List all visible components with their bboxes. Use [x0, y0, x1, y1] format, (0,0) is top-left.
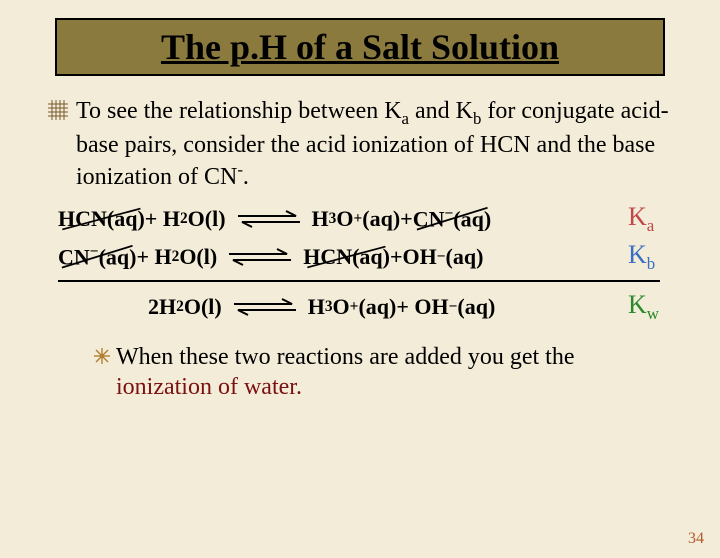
txt: (aq)	[362, 206, 400, 232]
txt: 2	[180, 210, 188, 228]
txt: (aq)	[352, 244, 390, 269]
kb-label: Kb	[628, 240, 672, 274]
txt: HCN	[58, 206, 107, 231]
title-box: The p.H of a Salt Solution	[55, 18, 665, 76]
txt: (aq)	[453, 206, 491, 231]
sub-bullet-text: When these two reactions are added you g…	[116, 342, 672, 402]
equation-3: 2H2O(l) H3O+(aq) + OH−(aq) Kw	[58, 288, 672, 326]
txt: K	[628, 202, 647, 231]
equation-1: HCN(aq) + H2O(l) H3O+(aq) + CN−(aq) Ka	[58, 200, 672, 238]
struck-cn-right: CN−(aq)	[413, 205, 491, 232]
slide-title: The p.H of a Salt Solution	[69, 26, 651, 68]
equilibrium-arrow-icon	[234, 207, 304, 231]
struck-hcn-right: HCN(aq)	[303, 244, 390, 270]
weave-bullet-icon	[48, 96, 76, 120]
equation-2: CN−(aq) + H2O(l) HCN(aq) + OH−(aq) Kb	[58, 238, 672, 276]
txt: +	[350, 298, 359, 316]
txt: 2	[176, 298, 184, 316]
equilibrium-arrow-icon	[230, 295, 300, 319]
txt: CN	[58, 244, 90, 269]
txt: K	[628, 240, 647, 269]
starburst-bullet-icon	[94, 342, 116, 369]
txt: 2H	[148, 294, 176, 320]
txt: H	[308, 294, 325, 320]
txt: −	[449, 298, 458, 316]
txt: w	[647, 304, 659, 323]
txt: +	[390, 244, 403, 270]
ka-label: Ka	[628, 202, 672, 236]
sub-a: a	[402, 109, 409, 128]
txt: (aq)	[457, 294, 495, 320]
txt: OH	[403, 244, 437, 270]
equations-block: HCN(aq) + H2O(l) H3O+(aq) + CN−(aq) Ka	[58, 200, 672, 326]
txt: O(l)	[184, 294, 222, 320]
txt: H	[312, 206, 329, 232]
txt: 2	[172, 248, 180, 266]
txt: O(l)	[188, 206, 226, 232]
equation-2-formula: CN−(aq) + H2O(l) HCN(aq) + OH−(aq)	[58, 243, 628, 270]
maroon-phrase: ionization of water	[116, 374, 296, 400]
equation-1-formula: HCN(aq) + H2O(l) H3O+(aq) + CN−(aq)	[58, 205, 628, 232]
struck-hcn-left: HCN(aq)	[58, 206, 145, 232]
txt: (aq)	[446, 244, 484, 270]
main-bullet-row: To see the relationship between Ka and K…	[48, 96, 672, 192]
equilibrium-arrow-icon	[225, 245, 295, 269]
txt: 3	[325, 298, 333, 316]
txt: +	[400, 206, 413, 232]
txt: .	[243, 164, 249, 190]
txt: −	[444, 205, 453, 222]
txt: +	[353, 210, 362, 228]
txt: CN	[413, 206, 445, 231]
txt: a	[647, 216, 655, 235]
main-bullet-text: To see the relationship between Ka and K…	[76, 96, 672, 192]
txt: (aq)	[99, 244, 137, 269]
txt: −	[437, 248, 446, 266]
txt: 3	[329, 210, 337, 228]
txt: When these two reactions are added you g…	[116, 344, 574, 370]
txt: b	[647, 254, 655, 273]
txt: (aq)	[358, 294, 396, 320]
txt: + H	[145, 206, 180, 232]
equation-divider	[58, 280, 660, 282]
equation-3-formula: 2H2O(l) H3O+(aq) + OH−(aq)	[58, 294, 628, 320]
page-number: 34	[688, 530, 704, 548]
struck-cn-left: CN−(aq)	[58, 243, 136, 270]
txt: −	[90, 243, 99, 260]
txt: O	[336, 206, 353, 232]
sub-bullet-row: When these two reactions are added you g…	[94, 342, 672, 402]
txt: To see the relationship between K	[76, 98, 402, 124]
content-area: To see the relationship between Ka and K…	[0, 76, 720, 402]
txt: K	[628, 290, 647, 319]
txt: .	[296, 374, 302, 400]
txt: O	[333, 294, 350, 320]
txt: + OH	[396, 294, 448, 320]
txt: and K	[409, 98, 473, 124]
txt: + H	[136, 244, 171, 270]
kw-label: Kw	[628, 290, 672, 324]
txt: HCN	[303, 244, 352, 269]
txt: (aq)	[107, 206, 145, 231]
txt: O(l)	[179, 244, 217, 270]
